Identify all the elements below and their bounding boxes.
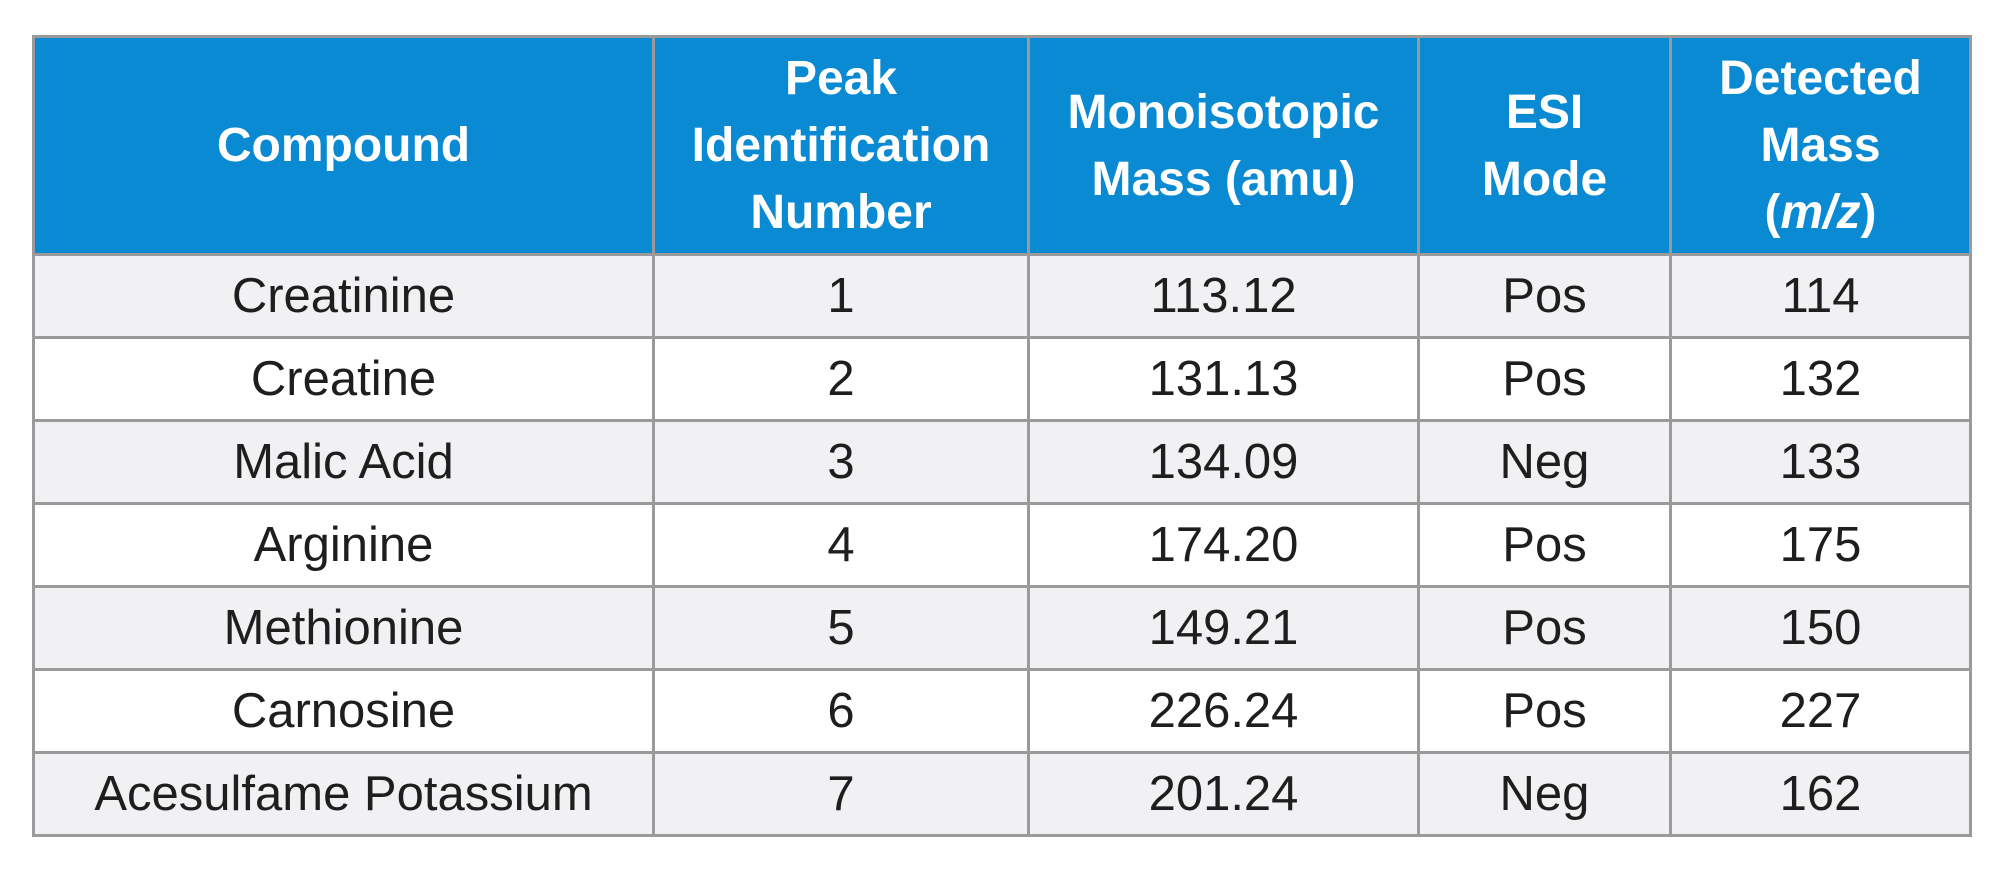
cell-compound: Arginine xyxy=(32,502,655,588)
table-row: Acesulfame Potassium 7 201.24 Neg 162 xyxy=(32,751,1972,837)
cell-compound: Methionine xyxy=(32,585,655,671)
compound-table: Compound Peak Identification Number Mono… xyxy=(32,35,1972,837)
cell-peak: 7 xyxy=(652,751,1030,837)
cell-mass: 226.24 xyxy=(1027,668,1420,754)
cell-peak: 2 xyxy=(652,336,1030,422)
header-monoisotopic-mass: Monoisotopic Mass (amu) xyxy=(1027,35,1420,256)
cell-peak: 1 xyxy=(652,253,1030,339)
cell-mass: 149.21 xyxy=(1027,585,1420,671)
header-compound: Compound xyxy=(32,35,655,256)
cell-detected: 227 xyxy=(1669,668,1972,754)
cell-peak: 5 xyxy=(652,585,1030,671)
header-detected-mass: Detected Mass (m/z) xyxy=(1669,35,1972,256)
cell-detected: 150 xyxy=(1669,585,1972,671)
cell-peak: 6 xyxy=(652,668,1030,754)
cell-mode: Pos xyxy=(1417,336,1672,422)
cell-mode: Pos xyxy=(1417,253,1672,339)
cell-compound: Carnosine xyxy=(32,668,655,754)
table-row: Methionine 5 149.21 Pos 150 xyxy=(32,585,1972,671)
cell-peak: 3 xyxy=(652,419,1030,505)
cell-mass: 113.12 xyxy=(1027,253,1420,339)
cell-mass: 131.13 xyxy=(1027,336,1420,422)
cell-compound: Creatine xyxy=(32,336,655,422)
cell-mode: Neg xyxy=(1417,751,1672,837)
compound-table-container: Compound Peak Identification Number Mono… xyxy=(32,35,1972,837)
header-peak-identification-number: Peak Identification Number xyxy=(652,35,1030,256)
cell-compound: Acesulfame Potassium xyxy=(32,751,655,837)
cell-detected: 162 xyxy=(1669,751,1972,837)
table-row: Arginine 4 174.20 Pos 175 xyxy=(32,502,1972,588)
header-esi-mode: ESI Mode xyxy=(1417,35,1672,256)
cell-detected: 133 xyxy=(1669,419,1972,505)
table-row: Creatinine 1 113.12 Pos 114 xyxy=(32,253,1972,339)
cell-peak: 4 xyxy=(652,502,1030,588)
cell-compound: Creatinine xyxy=(32,253,655,339)
cell-detected: 132 xyxy=(1669,336,1972,422)
cell-detected: 114 xyxy=(1669,253,1972,339)
table-header-row: Compound Peak Identification Number Mono… xyxy=(32,35,1972,256)
cell-mass: 174.20 xyxy=(1027,502,1420,588)
cell-mass: 134.09 xyxy=(1027,419,1420,505)
cell-mode: Neg xyxy=(1417,419,1672,505)
cell-mode: Pos xyxy=(1417,585,1672,671)
table-row: Malic Acid 3 134.09 Neg 133 xyxy=(32,419,1972,505)
cell-mass: 201.24 xyxy=(1027,751,1420,837)
cell-mode: Pos xyxy=(1417,668,1672,754)
cell-detected: 175 xyxy=(1669,502,1972,588)
header-detected-mass-unit: (m/z) xyxy=(1764,186,1877,239)
table-row: Carnosine 6 226.24 Pos 227 xyxy=(32,668,1972,754)
cell-compound: Malic Acid xyxy=(32,419,655,505)
table-row: Creatine 2 131.13 Pos 132 xyxy=(32,336,1972,422)
cell-mode: Pos xyxy=(1417,502,1672,588)
